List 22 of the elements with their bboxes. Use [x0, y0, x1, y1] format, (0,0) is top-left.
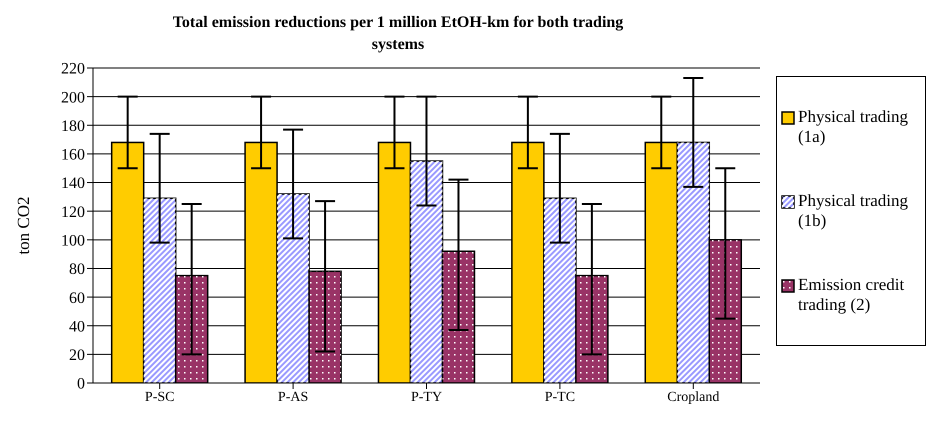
legend-label: Physical trading (1b): [798, 191, 910, 231]
y-tick-label: 60: [69, 290, 85, 307]
chart-title: Total emission reductions per 1 million EtOH-km for both trading systems: [172, 13, 624, 55]
x-tick-label: P-AS: [278, 390, 308, 405]
y-tick-label: 180: [61, 118, 85, 135]
y-tick-label: 140: [61, 175, 85, 192]
y-tick-label: 220: [61, 60, 85, 78]
y-tick-label: 100: [61, 232, 85, 250]
legend-label: Physical trading (1a): [798, 107, 910, 147]
x-tick-label: Cropland: [667, 390, 720, 405]
x-tick-label: P-TY: [410, 390, 442, 405]
x-tick-label: P-TC: [544, 390, 576, 405]
x-tick-label: P-SC: [144, 390, 174, 405]
y-tick-label: 0: [77, 376, 85, 393]
legend-label: Emission credit trading (2): [798, 275, 906, 315]
y-tick-label: 80: [69, 261, 85, 278]
y-tick-label: 20: [69, 347, 85, 364]
y-tick-label: 160: [61, 146, 85, 164]
y-tick-label: 200: [61, 89, 85, 106]
y-tick-label: 40: [69, 318, 85, 336]
y-tick-label: 120: [61, 204, 85, 221]
y-axis-title: ton CO2: [14, 196, 34, 255]
